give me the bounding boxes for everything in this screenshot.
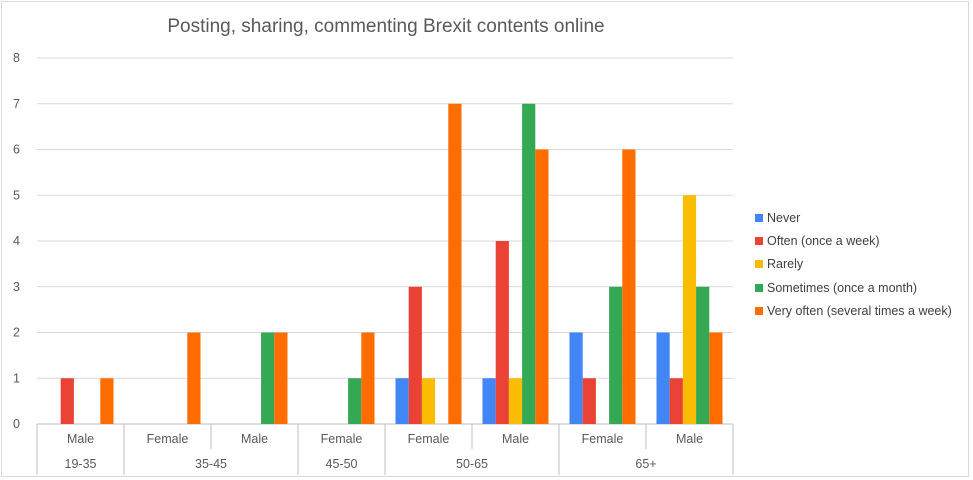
legend-item: Very often (several times a week)	[755, 300, 952, 323]
bar	[100, 378, 114, 424]
chart-title: Posting, sharing, commenting Brexit cont…	[167, 16, 605, 37]
legend-swatch	[755, 260, 763, 269]
legend-label: Never	[767, 210, 801, 225]
x-category-label: Male	[502, 432, 529, 446]
bar	[395, 378, 409, 424]
bar	[448, 103, 462, 424]
bar	[622, 149, 636, 424]
y-tick-label: 3	[13, 280, 20, 294]
bar	[656, 332, 670, 424]
legend-swatch	[755, 237, 763, 246]
bar	[495, 241, 509, 424]
bar	[582, 378, 596, 424]
y-tick-label: 5	[13, 188, 20, 202]
x-group-label: 19-35	[65, 457, 97, 471]
x-category-label: Female	[408, 432, 450, 446]
x-category-label: Female	[321, 432, 363, 446]
legend-swatch	[755, 307, 763, 316]
bar	[696, 286, 710, 424]
bar	[669, 378, 683, 424]
legend: Never Often (once a week) Rarely Sometimes …	[755, 206, 952, 323]
bar	[535, 149, 549, 424]
legend-item: Rarely	[755, 253, 952, 276]
x-category-label: Female	[147, 432, 189, 446]
y-tick-label: 4	[13, 234, 20, 248]
bar	[60, 378, 74, 424]
x-group-label: 50-65	[456, 457, 488, 471]
bar	[508, 378, 523, 424]
bar	[361, 332, 375, 424]
legend-item: Often (once a week)	[755, 229, 952, 252]
bar	[261, 332, 275, 424]
legend-label: Sometimes (once a month)	[767, 280, 918, 295]
legend-swatch	[755, 213, 763, 222]
x-group-label: 35-45	[195, 457, 227, 471]
y-tick-label: 0	[13, 417, 20, 431]
bar	[274, 332, 288, 424]
legend-label: Very often (several times a week)	[767, 304, 952, 319]
bar	[609, 286, 623, 424]
y-tick-label: 8	[13, 51, 20, 65]
x-category-label: Male	[67, 432, 94, 446]
legend-label: Rarely	[767, 257, 804, 272]
bar	[522, 103, 536, 424]
x-group-label: 65+	[635, 457, 656, 471]
y-tick-label: 1	[13, 371, 20, 385]
bar	[709, 332, 723, 424]
bar	[569, 332, 583, 424]
x-category-label: Female	[582, 432, 624, 446]
bar	[482, 378, 496, 424]
bar	[682, 195, 697, 424]
legend-swatch	[755, 283, 763, 292]
x-category-label: Male	[241, 432, 268, 446]
legend-item: Never	[755, 206, 952, 229]
x-group-label: 45-50	[326, 457, 358, 471]
legend-label: Often (once a week)	[767, 234, 880, 249]
y-tick-label: 7	[13, 97, 20, 111]
legend-item: Sometimes (once a month)	[755, 276, 952, 299]
x-category-label: Male	[676, 432, 703, 446]
y-tick-label: 2	[13, 326, 20, 340]
bar	[408, 286, 422, 424]
bar	[187, 332, 201, 424]
bar	[421, 378, 436, 424]
y-tick-label: 6	[13, 143, 20, 157]
bar	[348, 378, 362, 424]
